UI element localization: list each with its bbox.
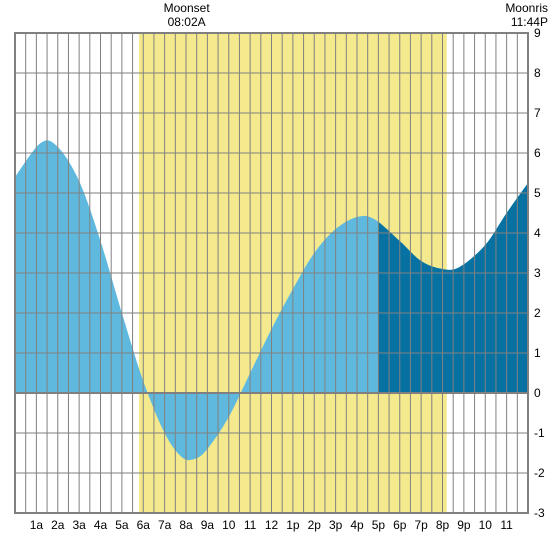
- x-tick-label: 7p: [414, 518, 428, 532]
- x-tick-label: 9p: [457, 518, 471, 532]
- x-tick-label: 6a: [137, 518, 151, 532]
- x-tick-label: 4a: [94, 518, 108, 532]
- x-tick-label: 9a: [201, 518, 215, 532]
- y-tick-label: 1: [534, 346, 541, 360]
- x-tick-label: 6p: [393, 518, 407, 532]
- x-tick-label: 11: [500, 518, 513, 532]
- x-tick-label: 4p: [350, 518, 364, 532]
- x-tick-label: 1p: [286, 518, 300, 532]
- moonrise-label: Moonris: [505, 1, 548, 15]
- y-tick-label: 3: [534, 266, 541, 280]
- moonset-time: 08:02A: [168, 15, 206, 29]
- moonrise-time: 11:44P: [511, 15, 548, 29]
- x-axis-labels: 1a 2a 3a 4a 5a 6a 7a 8a 9a 10 11 12 1p 2p 3p 4p 5p 6p 7p 8p…: [30, 518, 513, 532]
- chart-svg: -3-2-101234567891a2a3a4a5a6a7a8a9a101112…: [0, 0, 550, 550]
- x-tick-label: 11: [244, 518, 257, 532]
- y-tick-label: 5: [534, 186, 541, 200]
- x-tick-label: 2p: [308, 518, 322, 532]
- y-tick-label: 6: [534, 146, 541, 160]
- x-tick-label: 10: [479, 518, 493, 532]
- x-tick-label: 8a: [179, 518, 193, 532]
- y-tick-label: 2: [534, 306, 541, 320]
- y-tick-label: 8: [534, 66, 541, 80]
- y-tick-label: 7: [534, 106, 541, 120]
- y-tick-label: 4: [534, 226, 541, 240]
- tide-chart: -3-2-101234567891a2a3a4a5a6a7a8a9a101112…: [0, 0, 550, 550]
- y-tick-label: -1: [534, 426, 545, 440]
- x-tick-label: 5p: [372, 518, 386, 532]
- moonset-label: Moonset: [164, 1, 211, 15]
- y-tick-label: 0: [534, 386, 541, 400]
- x-tick-label: 3p: [329, 518, 343, 532]
- x-tick-label: 2a: [51, 518, 65, 532]
- y-tick-label: -3: [534, 506, 545, 520]
- y-tick-label: -2: [534, 466, 545, 480]
- x-tick-label: 1a: [30, 518, 44, 532]
- x-tick-label: 12: [265, 518, 279, 532]
- x-tick-label: 8p: [436, 518, 450, 532]
- x-tick-label: 10: [222, 518, 236, 532]
- x-tick-label: 3a: [72, 518, 86, 532]
- x-tick-label: 5a: [115, 518, 129, 532]
- x-tick-label: 7a: [158, 518, 172, 532]
